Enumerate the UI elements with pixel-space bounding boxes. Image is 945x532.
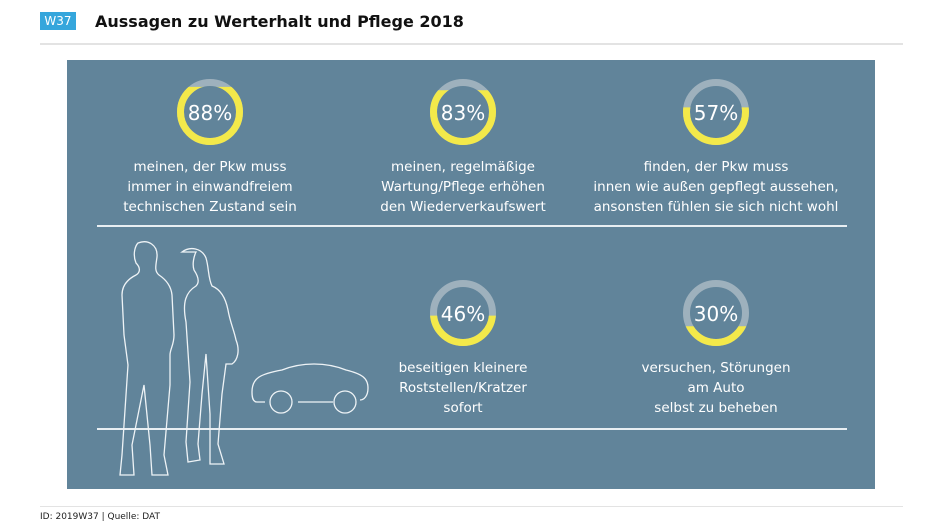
stat-percent: 30% — [693, 302, 739, 326]
desc-line: ansonsten fühlen sie sich nicht wohl — [593, 199, 839, 215]
desc-line: Roststellen/Kratzer — [399, 380, 527, 396]
desc-line: immer in einwandfreiem — [127, 179, 293, 195]
stat-description: meinen, der Pkw muss immer in einwandfre… — [70, 157, 350, 217]
desc-line: finden, der Pkw muss — [643, 159, 789, 175]
stat-card: 46% beseitigen kleinere Roststellen/Krat… — [323, 280, 603, 418]
row-divider — [97, 225, 847, 227]
stat-percent: 88% — [187, 101, 233, 125]
stat-card: 83% meinen, regelmäßige Wartung/Pflege e… — [323, 79, 603, 217]
desc-line: den Wiederverkaufswert — [380, 199, 546, 215]
ring-gauge — [683, 280, 749, 346]
ring-fill — [177, 86, 243, 145]
desc-line: innen wie außen gepflegt aussehen, — [593, 179, 839, 195]
ring-gauge — [683, 79, 749, 145]
car-outline — [251, 363, 369, 403]
ring-fill — [430, 90, 496, 145]
desc-line: am Auto — [687, 380, 745, 396]
ground-line — [97, 428, 847, 430]
stat-percent: 57% — [693, 101, 739, 125]
week-badge: W37 — [40, 12, 76, 30]
desc-line: Wartung/Pflege erhöhen — [381, 179, 545, 195]
desc-line: versuchen, Störungen — [641, 360, 791, 376]
desc-line: meinen, der Pkw muss — [133, 159, 287, 175]
stat-card: 57% finden, der Pkw muss innen wie außen… — [576, 79, 856, 217]
stats-panel: 88% meinen, der Pkw muss immer in einwan… — [67, 60, 875, 489]
man-outline — [119, 241, 175, 476]
footer-source: ID: 2019W37 | Quelle: DAT — [40, 512, 160, 522]
desc-line: meinen, regelmäßige — [391, 159, 535, 175]
stat-description: meinen, regelmäßige Wartung/Pflege erhöh… — [323, 157, 603, 217]
header-divider — [40, 43, 903, 45]
ring-gauge — [430, 79, 496, 145]
ring-fill — [685, 326, 747, 346]
ring-gauge — [430, 280, 496, 346]
stat-card: 30% versuchen, Störungen am Auto selbst … — [576, 280, 856, 418]
ring-gauge — [177, 79, 243, 145]
desc-line: technischen Zustand sein — [123, 199, 297, 215]
ring-fill — [430, 315, 496, 346]
stat-percent: 83% — [440, 101, 486, 125]
page-title: Aussagen zu Werterhalt und Pflege 2018 — [95, 12, 464, 31]
stat-description: finden, der Pkw muss innen wie außen gep… — [576, 157, 856, 217]
couple-and-car-illustration — [119, 241, 369, 476]
desc-line: beseitigen kleinere — [398, 360, 528, 376]
desc-line: sofort — [443, 400, 483, 416]
ring-fill — [683, 107, 749, 145]
stat-description: versuchen, Störungen am Auto selbst zu b… — [576, 358, 856, 418]
desc-line: selbst zu beheben — [654, 400, 778, 416]
stat-card: 88% meinen, der Pkw muss immer in einwan… — [70, 79, 350, 217]
stat-percent: 46% — [440, 302, 486, 326]
stat-description: beseitigen kleinere Roststellen/Kratzer … — [323, 358, 603, 418]
woman-outline — [180, 247, 239, 465]
footer-divider — [40, 506, 903, 507]
